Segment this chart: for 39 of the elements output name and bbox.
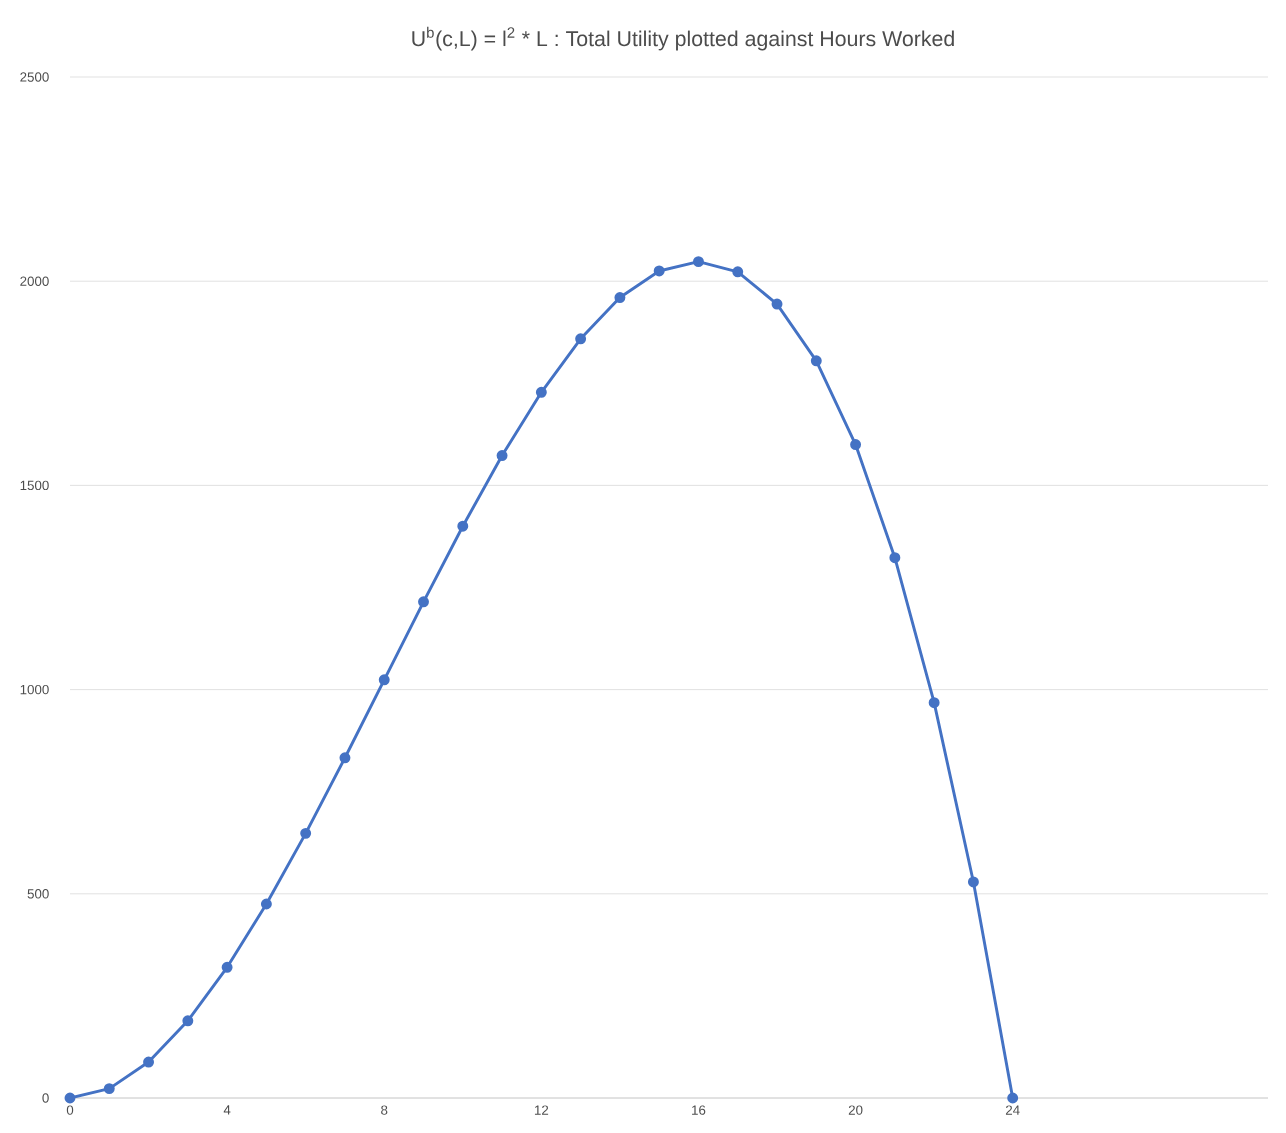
point — [378, 674, 390, 686]
point — [64, 1092, 76, 1104]
point — [693, 256, 704, 268]
chart-title: U$^{b}$(c,L) = l$^{2}$ * L : Total Utility plotted against Hours Worked — [412, 26, 954, 51]
y-tick-label: 1500 — [20, 480, 49, 491]
x-tick-label: 4 — [223, 1105, 231, 1115]
x-tick-label: 24 — [1005, 1105, 1020, 1115]
x-tick-label: 0 — [66, 1105, 74, 1115]
x-tick-label: 8 — [381, 1105, 388, 1115]
point — [221, 961, 233, 973]
point — [457, 520, 469, 532]
y-tick-label: 1000 — [20, 684, 49, 695]
point — [496, 450, 508, 462]
y-tick-label: 2500 — [20, 72, 49, 82]
point — [771, 298, 783, 310]
point — [810, 355, 822, 367]
point — [614, 292, 626, 303]
point — [143, 1056, 155, 1068]
point — [300, 827, 312, 839]
point — [850, 439, 862, 451]
y-tick-label: 500 — [27, 889, 49, 899]
point — [732, 266, 744, 278]
point — [967, 876, 979, 888]
point — [575, 333, 587, 345]
point — [653, 265, 665, 277]
y-tick-label: 0 — [42, 1093, 49, 1103]
point — [418, 596, 429, 608]
point — [260, 898, 272, 910]
point — [928, 697, 940, 709]
point — [535, 386, 547, 398]
x-tick-label: 12 — [534, 1105, 549, 1115]
point — [889, 552, 901, 564]
x-tick-label: 16 — [692, 1105, 706, 1115]
point — [1007, 1092, 1019, 1104]
point — [339, 752, 351, 764]
point — [182, 1015, 194, 1027]
x-tick-label: 20 — [848, 1105, 863, 1115]
y-tick-label: 2000 — [20, 276, 49, 286]
point — [103, 1083, 115, 1095]
